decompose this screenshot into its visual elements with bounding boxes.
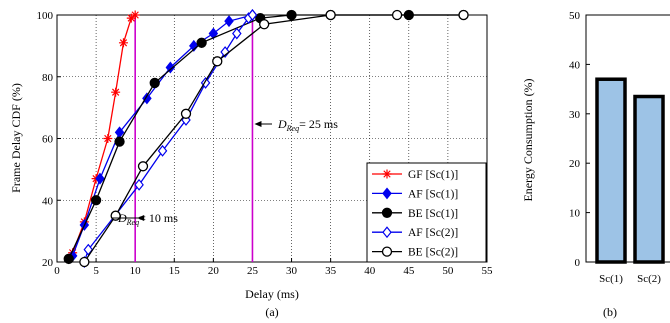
- legend-label: GF [Sc(1)]: [408, 169, 458, 181]
- x-tick-label: 20: [208, 265, 220, 277]
- legend-entry: BE [Sc(1)]: [372, 207, 458, 220]
- data-point: [137, 161, 149, 172]
- y-axis-ticks-b: 0 10 20 30 40 50: [569, 10, 590, 269]
- data-point: [259, 19, 270, 30]
- legend-marker: [381, 207, 393, 218]
- data-point: [325, 9, 336, 21]
- x-axis-ticks-a: 0 5 10 15 20 25 30 35 40 45 50 55: [54, 258, 493, 277]
- x-tick-label-b: Sc(2): [637, 273, 661, 285]
- y-axis-ticks-a: 20 40 60 80 100: [37, 10, 61, 269]
- data-point: [103, 134, 113, 143]
- arrow-head: [137, 215, 145, 221]
- x-tick-label: 0: [54, 265, 60, 277]
- data-point: [212, 56, 223, 67]
- data-point: [142, 92, 152, 105]
- x-tick-label: 25: [247, 265, 259, 277]
- panel-label-a: (a): [265, 305, 278, 319]
- series-line: [72, 14, 136, 253]
- panel-b-bar-chart: 0 10 20 30 40 50 Sc(1) Sc(2) Energy Consumptio…: [521, 10, 670, 319]
- x-tick-label: 40: [364, 265, 376, 277]
- bar-1: [633, 94, 665, 264]
- y-tick-label-b: 30: [569, 109, 581, 121]
- data-point: [196, 37, 207, 48]
- data-point: [114, 136, 125, 147]
- data-point: [232, 27, 242, 40]
- legend-entry: AF [Sc(2)]: [372, 226, 458, 239]
- y-axis-label-b: Energy Consumption (%): [521, 78, 535, 201]
- legend-marker: [382, 226, 392, 239]
- data-point: [111, 87, 121, 97]
- data-point: [247, 9, 258, 21]
- legend-label: BE [Sc(1)]: [408, 208, 458, 220]
- x-tick-label: 55: [482, 265, 494, 277]
- data-point: [63, 253, 74, 265]
- data-point: [130, 10, 140, 20]
- y-axis-label-a: Frame Delay CDF (%): [9, 83, 23, 193]
- y-tick-label: 40: [42, 195, 54, 207]
- y-tick-label-b: 50: [569, 10, 581, 22]
- data-point: [224, 15, 234, 28]
- x-axis-label-a: Delay (ms): [245, 287, 299, 301]
- series-4: [79, 9, 469, 268]
- legend-marker: [381, 246, 393, 257]
- y-tick-label-b: 0: [575, 257, 581, 269]
- x-tick-label: 50: [442, 265, 454, 277]
- data-point: [134, 178, 144, 191]
- panel-label-b: (b): [603, 305, 617, 319]
- bar-0: [595, 77, 627, 264]
- legend-entry: BE [Sc(2)]: [372, 246, 458, 259]
- legend-entry: GF [Sc(1)]: [372, 169, 458, 181]
- y-tick-label-b: 10: [569, 208, 581, 220]
- data-point: [286, 9, 297, 21]
- x-tick-label: 45: [403, 265, 415, 277]
- data-point: [126, 13, 136, 23]
- data-point: [180, 108, 192, 119]
- y-tick-label-b: 40: [569, 59, 581, 71]
- legend-marker: [382, 187, 392, 200]
- y-tick-label: 100: [37, 10, 54, 22]
- data-point: [165, 61, 176, 74]
- data-point: [79, 256, 90, 268]
- annotation-label: DReq= 10 ms: [117, 211, 178, 227]
- legend-label: AF [Sc(2)]: [408, 227, 458, 239]
- bars-b: [595, 77, 665, 264]
- legend-entry: AF [Sc(1)]: [372, 187, 458, 200]
- x-tick-label: 30: [286, 265, 298, 277]
- reference-lines-a: [134, 15, 254, 262]
- x-axis-ticks-b: Sc(1) Sc(2): [599, 273, 661, 285]
- x-tick-label-b: Sc(1): [599, 273, 623, 285]
- data-point: [95, 172, 105, 185]
- x-tick-label: 35: [325, 265, 337, 277]
- data-point: [149, 77, 160, 89]
- y-tick-label-b: 20: [569, 158, 581, 170]
- y-tick-label: 80: [42, 72, 54, 84]
- data-point: [157, 144, 168, 157]
- x-tick-label: 5: [93, 265, 99, 277]
- series-group-a: [63, 9, 469, 268]
- data-point: [118, 38, 128, 48]
- panel-a-line-chart: 0 5 10 15 20 25 30 35 40 45 50 55 20 40 60 80 100 DReq=…: [9, 9, 493, 319]
- y-tick-label: 20: [42, 257, 54, 269]
- legend-marker: [382, 169, 392, 179]
- legend-label: AF [Sc(1)]: [408, 188, 458, 200]
- y-tick-label: 60: [42, 134, 54, 146]
- arrow-head: [254, 121, 262, 127]
- x-tick-label: 10: [130, 265, 142, 277]
- legend-label: BE [Sc(2)]: [408, 247, 458, 259]
- annotations-a: DReq= 10 ms DReq= 25 ms: [112, 117, 338, 227]
- data-point: [90, 195, 102, 206]
- legend-a: GF [Sc(1)] AF [Sc(1)] BE [Sc(1)] AF [Sc(2)]…: [366, 162, 487, 263]
- annotation-label: DReq= 25 ms: [277, 117, 338, 133]
- x-tick-label: 15: [169, 265, 181, 277]
- data-point: [391, 9, 403, 21]
- data-point: [458, 9, 469, 21]
- data-point: [220, 46, 230, 59]
